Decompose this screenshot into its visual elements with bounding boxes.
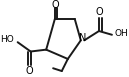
Text: HO: HO bbox=[0, 35, 14, 44]
Text: O: O bbox=[95, 7, 103, 17]
Text: N: N bbox=[79, 33, 86, 44]
Text: O: O bbox=[52, 0, 59, 10]
Text: O: O bbox=[26, 66, 34, 76]
Text: OH: OH bbox=[115, 29, 128, 38]
